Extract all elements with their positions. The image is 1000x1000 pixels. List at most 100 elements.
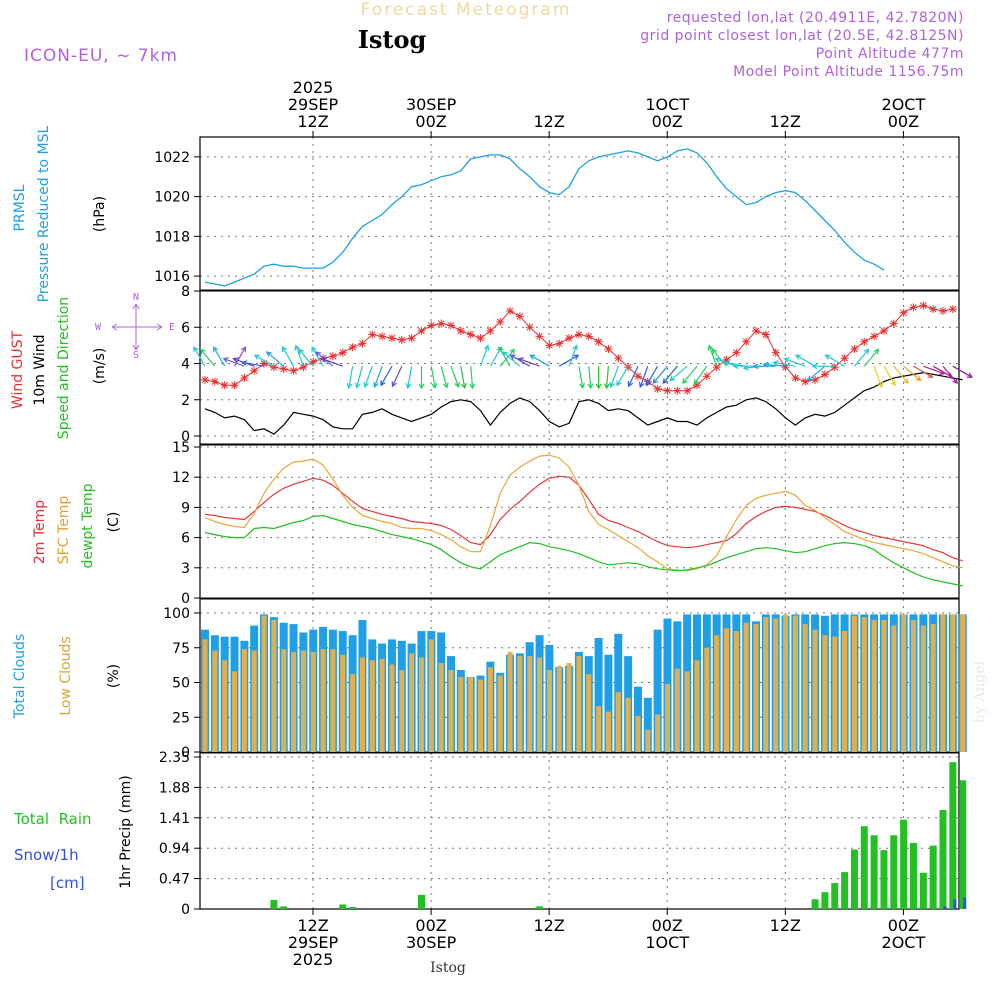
total-cloud-bar <box>594 638 603 752</box>
low-cloud-bar <box>537 657 543 752</box>
low-cloud-bar <box>389 664 395 752</box>
temp-series-line-2 <box>204 514 963 587</box>
wind-direction-arrow <box>762 361 786 368</box>
wind-ytick-label: 2 <box>181 393 190 409</box>
wind-gust-marker <box>476 334 485 343</box>
wind-direction-arrow <box>883 365 896 387</box>
wind-label-10m: 10m Wind <box>32 334 48 405</box>
pressure-ytick-label: 1016 <box>154 269 190 285</box>
wind-gust-marker <box>732 348 741 357</box>
wind-gust-marker <box>240 374 249 382</box>
precip-label-rain: Total Rain <box>13 810 92 828</box>
wind-direction-arrow <box>199 348 216 367</box>
wind-direction-arrow <box>265 351 285 367</box>
wind-gust-marker <box>328 352 337 361</box>
bottom-axis-label: 00Z <box>415 916 446 935</box>
low-cloud-bar <box>271 619 277 752</box>
wind-gust-marker <box>702 372 711 381</box>
temp-ytick-label: 3 <box>181 561 190 577</box>
wind-gust-marker <box>693 381 701 390</box>
low-cloud-bar <box>704 647 710 752</box>
precip-ylabel: 1hr Precip (mm) <box>118 775 134 888</box>
bottom-axis-label: 30SEP <box>406 933 457 952</box>
wind-direction-arrow <box>193 346 206 367</box>
model-label: ICON-EU, ~ 7km <box>24 46 178 66</box>
low-cloud-bar <box>763 617 769 752</box>
bottom-axis-label: 1OCT <box>645 933 689 952</box>
wind-gust-marker <box>889 319 898 328</box>
wind-direction-arrow <box>693 365 708 386</box>
wind-gust-marker <box>870 332 879 341</box>
bottom-axis-label: 29SEP <box>288 933 339 952</box>
low-cloud-bar <box>901 614 907 752</box>
wind-gust-marker <box>250 366 259 375</box>
wind-gust-line <box>204 304 953 392</box>
low-cloud-bar <box>861 617 867 752</box>
temp-label-dewpt: dewpt Temp <box>80 483 96 568</box>
wind-direction-arrow <box>568 344 578 367</box>
low-cloud-bar <box>733 631 739 752</box>
low-cloud-bar <box>251 650 257 752</box>
low-cloud-bar <box>792 615 798 752</box>
wind-gust-marker <box>220 381 229 390</box>
low-cloud-bar <box>497 675 503 752</box>
rain-bar <box>870 835 878 909</box>
low-cloud-bar <box>478 679 484 752</box>
rain-bar <box>536 906 544 909</box>
wind-gust-marker <box>939 306 947 315</box>
wind-gust-marker <box>820 370 829 379</box>
wind-direction-arrow <box>824 354 845 367</box>
top-axis-label: 12Z <box>297 112 328 131</box>
low-cloud-bar <box>743 622 749 752</box>
rain-bar <box>900 819 908 909</box>
top-axis-label: 00Z <box>888 112 919 131</box>
wind-gust-marker <box>673 386 682 395</box>
cloud-ytick-label: 25 <box>172 710 190 726</box>
wind-direction-arrow <box>418 366 425 390</box>
wind-direction-arrow <box>281 346 295 367</box>
low-cloud-bar <box>664 683 670 752</box>
wind-direction-arrow <box>558 354 580 367</box>
rain-bar <box>909 843 917 909</box>
wind-direction-arrow <box>752 363 776 370</box>
wind-gust-marker <box>447 321 455 330</box>
low-cloud-bar <box>655 714 661 752</box>
low-cloud-bar <box>645 729 651 752</box>
total-cloud-bar <box>643 697 652 752</box>
wind-direction-arrow <box>253 354 275 367</box>
wind-gust-marker <box>496 317 505 326</box>
wind-gust-marker <box>417 326 426 335</box>
bottom-axis-label: 2025 <box>293 950 334 969</box>
low-cloud-bar <box>842 631 848 752</box>
low-cloud-bar <box>261 615 267 752</box>
credit-watermark: by Angel <box>972 660 988 723</box>
rain-bar <box>841 872 849 909</box>
wind-direction-arrow <box>772 360 796 367</box>
wind-direction-arrow <box>783 357 806 367</box>
wind-direction-arrow <box>942 365 958 385</box>
rain-bar <box>349 907 357 909</box>
bottom-axis-label: 12Z <box>533 916 564 935</box>
wind-gust-marker <box>830 363 839 372</box>
wind-ytick-label: 4 <box>181 357 190 373</box>
rain-bar <box>919 872 927 909</box>
wind-gust-marker <box>299 363 308 372</box>
wind-gust-marker <box>466 330 475 339</box>
wind-direction-arrow <box>645 365 659 387</box>
low-cloud-bar <box>350 674 356 752</box>
cloud-label-low: Low Clouds <box>58 636 74 715</box>
wind-direction-arrow <box>469 366 476 390</box>
low-cloud-bar <box>871 619 877 752</box>
wind-direction-arrow <box>346 366 354 390</box>
low-cloud-bar <box>458 676 464 752</box>
wind-ytick-label: 8 <box>181 284 190 300</box>
low-cloud-bar <box>340 654 346 752</box>
low-cloud-bar <box>517 656 523 752</box>
wind-gust-marker <box>643 377 652 386</box>
bottom-location: Istog <box>430 960 466 976</box>
wind-gust-marker <box>437 319 446 328</box>
wind-gust-marker <box>633 372 642 381</box>
cloud-ytick-label: 100 <box>163 606 190 622</box>
low-cloud-bar <box>802 624 808 752</box>
